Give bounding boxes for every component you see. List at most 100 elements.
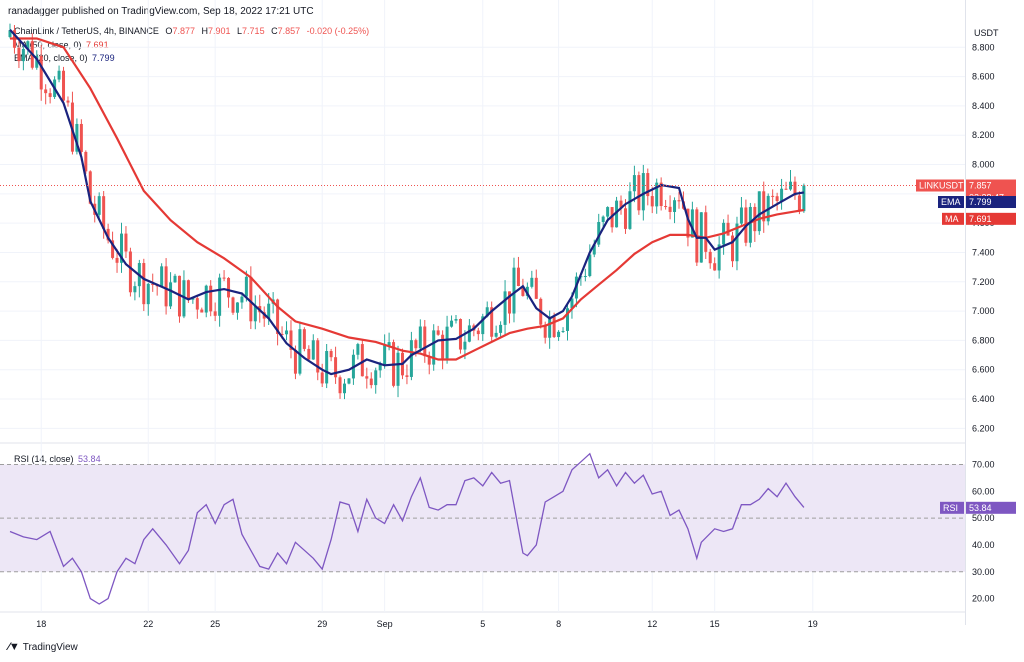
candle-body — [655, 182, 659, 207]
rsi-tick-label: 70.00 — [972, 459, 995, 469]
price-legend: ChainLink / TetherUS, 4h, BINANCE O7.877… — [14, 26, 369, 36]
time-tick-label: Sep — [377, 619, 393, 629]
y-axis: 8.8008.6008.4008.2008.0007.8007.6007.400… — [972, 42, 995, 603]
ohlc-close: C7.857 — [271, 26, 301, 36]
candle-body — [360, 344, 364, 377]
candle-body — [726, 222, 730, 236]
time-tick-label: 5 — [480, 619, 485, 629]
candle-body — [641, 173, 645, 211]
candle-body — [508, 291, 512, 314]
candle-body — [637, 175, 641, 211]
rsi-tick-label: 40.00 — [972, 540, 995, 550]
candle-body — [543, 324, 547, 338]
ohlc-open: O7.877 — [165, 26, 195, 36]
price-tick-label: 6.600 — [972, 365, 995, 375]
candle-body — [329, 351, 333, 358]
candle-body — [17, 47, 21, 62]
candle-body — [378, 364, 382, 371]
candle-body — [521, 286, 525, 296]
candle-body — [253, 306, 257, 322]
candle-body — [494, 332, 498, 337]
candle-body — [325, 351, 329, 384]
candle-body — [708, 251, 712, 264]
candle-body — [427, 356, 431, 365]
candle-body — [244, 276, 248, 297]
candle-body — [44, 89, 48, 94]
candle-body — [285, 330, 289, 335]
ma-tag-badge-box — [942, 212, 964, 225]
rsi-tick-label: 50.00 — [972, 513, 995, 523]
candle-body — [396, 352, 400, 386]
candle-body — [704, 212, 708, 252]
candle-body — [195, 298, 199, 310]
candle-body — [664, 206, 668, 208]
tradingview-logo-icon: ⁄▼ — [8, 641, 20, 653]
candle-body — [557, 331, 561, 338]
candle-body — [160, 266, 164, 287]
candle-body — [97, 196, 101, 215]
candle-body — [673, 200, 677, 212]
rsi-line — [9, 452, 805, 605]
candle-body — [677, 200, 681, 202]
candle-body — [503, 291, 507, 325]
candle-body — [414, 340, 418, 349]
candle-body — [450, 320, 454, 327]
candle-body — [780, 188, 784, 201]
candle-body — [762, 191, 766, 222]
price-tick-label: 6.200 — [972, 423, 995, 433]
candle-body — [240, 296, 244, 303]
last-price-badge: 7.857 — [969, 181, 992, 191]
candle-body — [409, 340, 413, 377]
candle-body — [717, 244, 721, 271]
rsi-tick-label: 20.00 — [972, 594, 995, 604]
candle-body — [601, 216, 605, 222]
candle-body — [552, 316, 556, 338]
candle-body — [307, 348, 311, 360]
candle-body — [26, 41, 30, 49]
candle-body — [566, 308, 569, 331]
candle-body — [458, 319, 462, 350]
price-tick-label: 6.800 — [972, 335, 995, 345]
candle-body — [191, 298, 195, 300]
candle-body — [628, 191, 632, 229]
candle-body — [209, 285, 213, 312]
candle-body — [57, 70, 61, 80]
price-tick-label: 7.000 — [972, 306, 995, 316]
time-tick-label: 29 — [317, 619, 327, 629]
candle-body — [436, 330, 440, 335]
candle-body — [21, 48, 25, 62]
candle-body — [588, 254, 592, 277]
ohlc-high: H7.901 — [201, 26, 231, 36]
price-tick-label: 8.200 — [972, 130, 995, 140]
candle-body — [298, 329, 302, 374]
candle-body — [146, 283, 150, 305]
ma-value-badge-box — [966, 212, 1016, 225]
candle-body — [186, 280, 190, 300]
candle-body — [441, 334, 445, 359]
candle-body — [320, 372, 324, 384]
candle-body — [204, 285, 208, 313]
candle-body — [316, 340, 320, 373]
candle-body — [302, 329, 306, 349]
candle-body — [793, 181, 797, 196]
symbol-badge-box — [916, 179, 964, 192]
candle-body — [485, 307, 489, 317]
candle-body — [597, 221, 601, 245]
symbol-title: ChainLink / TetherUS, 4h, BINANCE — [14, 26, 159, 36]
time-tick-label: 15 — [710, 619, 720, 629]
candle-body — [218, 277, 222, 316]
candle-body — [632, 175, 636, 192]
candle-body — [106, 228, 110, 241]
candle-body — [606, 207, 610, 217]
axis-currency: USDT — [974, 28, 999, 38]
candle-body — [115, 257, 119, 263]
rsi-tick-label: 60.00 — [972, 486, 995, 496]
candle-body — [405, 375, 409, 377]
candle-body — [35, 55, 39, 68]
candle-body — [356, 344, 360, 355]
candle-body — [731, 235, 735, 262]
candle-body — [88, 171, 92, 204]
ema-tag-badge: EMA — [941, 197, 961, 207]
candle-body — [476, 330, 480, 335]
